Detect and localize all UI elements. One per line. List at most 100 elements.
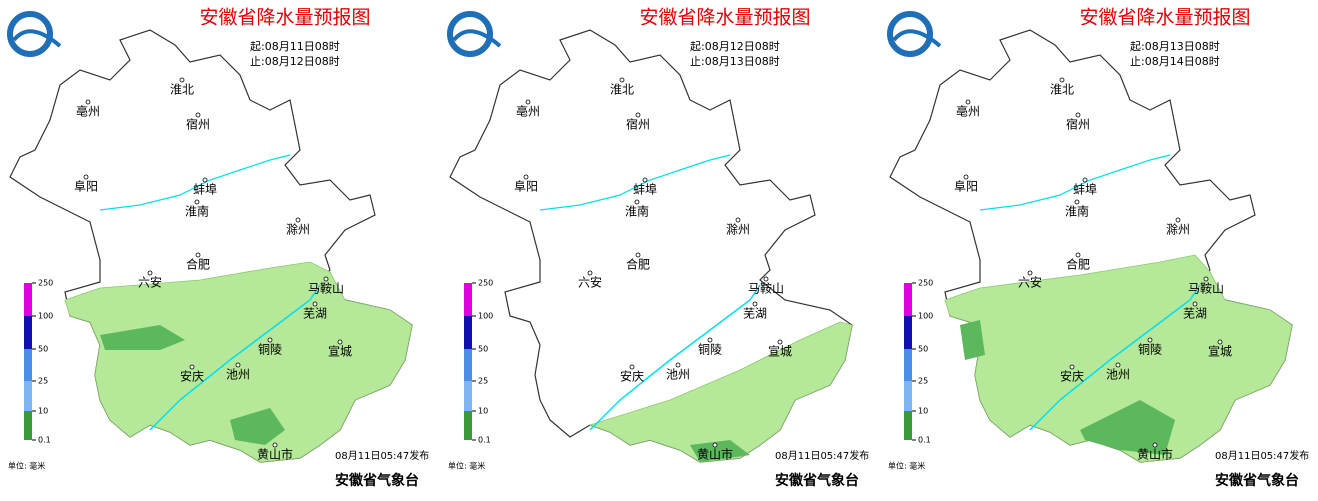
legend-swatch bbox=[24, 381, 32, 411]
rain-area bbox=[588, 321, 853, 463]
city-dot bbox=[752, 301, 758, 307]
city-label: 亳州 bbox=[516, 104, 540, 119]
city-label: 六安 bbox=[1018, 275, 1042, 290]
legend-swatch bbox=[904, 411, 912, 440]
logo-swirl bbox=[892, 29, 942, 48]
legend-label: 50 bbox=[918, 345, 928, 354]
heavy-rain-area bbox=[230, 408, 285, 445]
city-label: 淮南 bbox=[185, 204, 209, 219]
legend-swatch bbox=[904, 381, 912, 411]
city-dot bbox=[189, 364, 195, 370]
city-label: 淮南 bbox=[625, 204, 649, 219]
city-dot bbox=[147, 270, 153, 276]
river bbox=[539, 154, 731, 211]
river bbox=[1029, 284, 1201, 431]
logo bbox=[887, 11, 933, 57]
city-dot bbox=[1203, 276, 1209, 282]
city-label: 黄山市 bbox=[697, 447, 733, 462]
city-dot bbox=[295, 217, 301, 223]
city-label: 池州 bbox=[666, 368, 690, 382]
rain-area bbox=[944, 254, 1293, 463]
start-time: 起:08月13日08时 bbox=[1130, 40, 1220, 53]
legend-swatch bbox=[904, 349, 912, 381]
heavy-rain-area bbox=[960, 320, 985, 360]
city-label: 亳州 bbox=[76, 104, 100, 119]
city-label: 淮北 bbox=[610, 83, 634, 97]
city-dot bbox=[707, 337, 713, 343]
city-label: 六安 bbox=[578, 275, 602, 290]
legend-label: 250 bbox=[478, 279, 493, 288]
city-label: 阜阳 bbox=[74, 180, 98, 194]
legend-swatch bbox=[464, 381, 472, 411]
city-dot bbox=[965, 99, 971, 105]
city-label: 池州 bbox=[1106, 368, 1130, 382]
city-label: 蚌埠 bbox=[633, 183, 657, 197]
legend-swatch bbox=[24, 411, 32, 440]
city-dot bbox=[1074, 199, 1080, 205]
city-dot bbox=[195, 252, 201, 258]
legend-swatch bbox=[904, 316, 912, 349]
city-dot bbox=[1075, 252, 1081, 258]
legend-swatch bbox=[24, 349, 32, 381]
city-dot bbox=[202, 177, 208, 183]
city-dot bbox=[1175, 217, 1181, 223]
city-label: 合肥 bbox=[186, 257, 210, 272]
city-label: 宿州 bbox=[1066, 117, 1090, 132]
release-time: 08月11日05:47发布 bbox=[335, 449, 429, 462]
city-dot bbox=[1147, 337, 1153, 343]
logo bbox=[7, 11, 53, 57]
city-label: 合肥 bbox=[1066, 257, 1090, 272]
city-label: 淮南 bbox=[1065, 204, 1089, 219]
start-time: 起:08月11日08时 bbox=[250, 40, 340, 53]
agency-name: 安徽省气象台 bbox=[1215, 472, 1299, 489]
legend-label: 100 bbox=[478, 312, 493, 321]
release-time: 08月11日05:47发布 bbox=[775, 449, 869, 462]
city-label: 铜陵 bbox=[1138, 342, 1162, 357]
panel-title: 安徽省降水量预报图 bbox=[639, 7, 810, 29]
logo-swirl bbox=[12, 29, 62, 48]
city-label: 马鞍山 bbox=[748, 281, 784, 296]
panel-title: 安徽省降水量预报图 bbox=[199, 7, 370, 29]
city-label: 宿州 bbox=[626, 117, 650, 132]
city-label: 滁州 bbox=[286, 222, 310, 237]
legend-swatch bbox=[24, 316, 32, 349]
city-label: 安庆 bbox=[620, 369, 644, 384]
city-label: 芜湖 bbox=[1183, 306, 1207, 321]
city-label: 亳州 bbox=[956, 104, 980, 119]
city-dot bbox=[763, 276, 769, 282]
city-label: 宿州 bbox=[186, 117, 210, 132]
city-dot bbox=[1192, 301, 1198, 307]
city-dot bbox=[629, 364, 635, 370]
unit-label: 单位: 毫米 bbox=[888, 461, 925, 471]
city-dot bbox=[587, 270, 593, 276]
city-dot bbox=[712, 442, 718, 448]
river bbox=[99, 154, 291, 211]
end-time: 止:08月12日08时 bbox=[250, 55, 340, 68]
city-label: 池州 bbox=[226, 368, 250, 382]
legend-label: 50 bbox=[38, 345, 48, 354]
logo bbox=[447, 11, 493, 57]
city-label: 滁州 bbox=[726, 222, 750, 237]
city-label: 铜陵 bbox=[258, 342, 282, 357]
legend-label: 250 bbox=[38, 279, 53, 288]
legend-label: 0.1 bbox=[38, 436, 51, 445]
legend-swatch bbox=[464, 349, 472, 381]
city-label: 安庆 bbox=[1060, 369, 1084, 384]
city-label: 阜阳 bbox=[954, 180, 978, 194]
city-dot bbox=[179, 77, 185, 83]
city-dot bbox=[1069, 364, 1075, 370]
city-dot bbox=[235, 362, 241, 368]
city-label: 六安 bbox=[138, 275, 162, 290]
city-label: 马鞍山 bbox=[308, 281, 344, 296]
city-label: 黄山市 bbox=[257, 447, 293, 462]
end-time: 止:08月14日08时 bbox=[1130, 55, 1220, 68]
legend-swatch bbox=[464, 411, 472, 440]
city-dot bbox=[525, 99, 531, 105]
legend-label: 10 bbox=[478, 407, 488, 416]
city-dot bbox=[195, 112, 201, 118]
city-label: 芜湖 bbox=[303, 306, 327, 321]
city-dot bbox=[194, 199, 200, 205]
heavy-rain-area bbox=[100, 325, 185, 350]
